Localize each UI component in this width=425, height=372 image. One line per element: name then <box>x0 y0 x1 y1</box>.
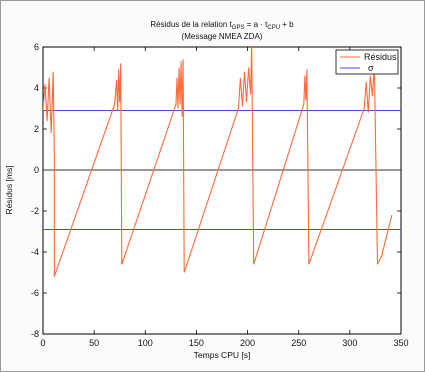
y-tick-label: -8 <box>31 329 39 339</box>
legend-label-residus: Résidus <box>364 52 397 62</box>
y-tick-label: 2 <box>34 124 39 134</box>
x-tick-label: 250 <box>291 338 306 348</box>
x-tick-label: 200 <box>240 338 255 348</box>
x-tick-label: 50 <box>89 338 99 348</box>
x-tick-label: 350 <box>393 338 408 348</box>
legend: Résidus σ <box>335 49 399 75</box>
x-tick-label: 300 <box>342 338 357 348</box>
axis-ticks: 0 50 100 150 200 250 300 350 -8 -6 -4 -2 0 2 4 6 <box>31 42 409 348</box>
y-axis-label: Résidus [ms] <box>4 165 14 214</box>
y-tick-label: -2 <box>31 206 39 216</box>
x-tick-label: 0 <box>40 338 45 348</box>
legend-box <box>335 49 399 75</box>
chart-subtitle: (Message NMEA ZDA) <box>182 32 263 41</box>
y-tick-label: -4 <box>31 247 39 257</box>
plot-area <box>42 46 402 335</box>
series-layer <box>43 47 401 277</box>
x-tick-label: 100 <box>138 338 153 348</box>
legend-label-sigma: σ <box>368 63 374 73</box>
y-tick-label: 4 <box>34 83 39 93</box>
x-axis-label: Temps CPU [s] <box>194 350 251 360</box>
chart-title: Résidus de la relation tGPS = a · tCPU +… <box>150 20 294 31</box>
y-tick-label: 0 <box>34 165 39 175</box>
y-tick-label: 6 <box>34 42 39 52</box>
x-tick-label: 150 <box>189 338 204 348</box>
residuals-line <box>43 47 393 277</box>
y-tick-label: -6 <box>31 288 39 298</box>
